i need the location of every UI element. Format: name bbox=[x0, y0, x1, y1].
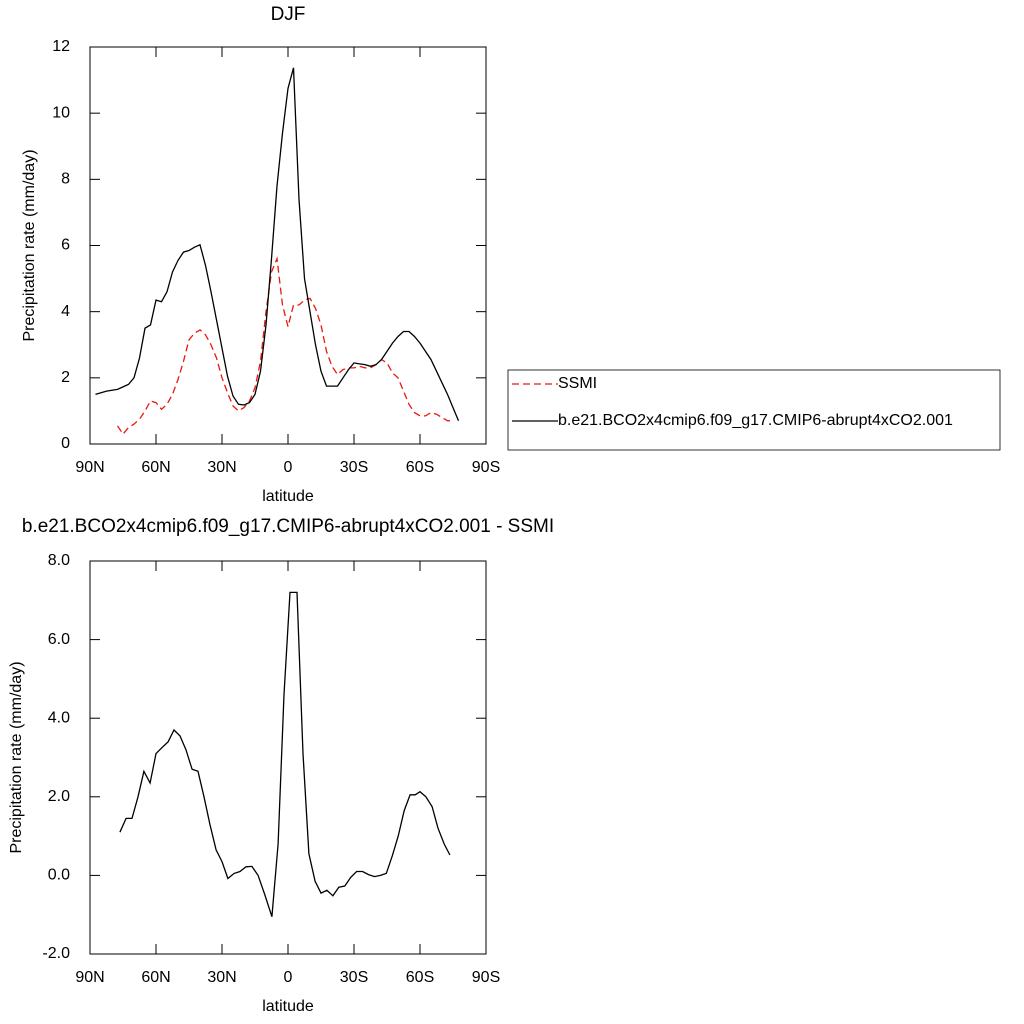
x-tick-label: 30S bbox=[340, 459, 368, 476]
x-tick-label: 60N bbox=[141, 969, 170, 986]
x-tick-label: 90S bbox=[472, 969, 500, 986]
data-line bbox=[119, 591, 451, 917]
y-tick-label: 6 bbox=[61, 237, 70, 254]
y-tick-label: 2.0 bbox=[48, 788, 70, 805]
x-tick-label: 0 bbox=[284, 969, 293, 986]
y-tick-label: 8.0 bbox=[48, 552, 70, 569]
y-tick-label: 0 bbox=[61, 435, 70, 452]
x-tick-label: 30N bbox=[207, 459, 236, 476]
data-line bbox=[116, 256, 453, 436]
y-tick-label: 4.0 bbox=[48, 709, 70, 726]
x-tick-label: 90N bbox=[75, 459, 104, 476]
x-tick-label: 60N bbox=[141, 459, 170, 476]
x-tick-label: 60S bbox=[406, 459, 434, 476]
plot-frame bbox=[89, 46, 487, 445]
y-axis-label: Precipitation rate (mm/day) bbox=[8, 661, 25, 853]
x-tick-label: 60S bbox=[406, 969, 434, 986]
legend-label: SSMI bbox=[558, 375, 597, 392]
chart-title: b.e21.BCO2x4cmip6.f09_g17.CMIP6-abrupt4x… bbox=[22, 516, 554, 537]
y-tick-label: 10 bbox=[52, 104, 70, 121]
y-tick-label: 0.0 bbox=[48, 867, 70, 884]
legend-box bbox=[507, 369, 1001, 451]
y-tick-label: -2.0 bbox=[42, 945, 70, 962]
x-tick-label: 30S bbox=[340, 969, 368, 986]
x-tick-label: 90S bbox=[472, 459, 500, 476]
x-axis-label: latitude bbox=[262, 998, 314, 1015]
x-tick-label: 0 bbox=[284, 459, 293, 476]
y-tick-label: 8 bbox=[61, 171, 70, 188]
y-tick-label: 6.0 bbox=[48, 631, 70, 648]
x-tick-label: 30N bbox=[207, 969, 236, 986]
data-line bbox=[95, 67, 460, 422]
y-tick-label: 2 bbox=[61, 369, 70, 386]
x-tick-label: 90N bbox=[75, 969, 104, 986]
x-axis-label: latitude bbox=[262, 488, 314, 505]
chart-title: DJF bbox=[271, 4, 306, 25]
y-axis-label: Precipitation rate (mm/day) bbox=[21, 149, 38, 341]
y-tick-label: 12 bbox=[52, 38, 70, 55]
legend-label: b.e21.BCO2x4cmip6.f09_g17.CMIP6-abrupt4x… bbox=[558, 412, 953, 429]
y-tick-label: 4 bbox=[61, 303, 70, 320]
